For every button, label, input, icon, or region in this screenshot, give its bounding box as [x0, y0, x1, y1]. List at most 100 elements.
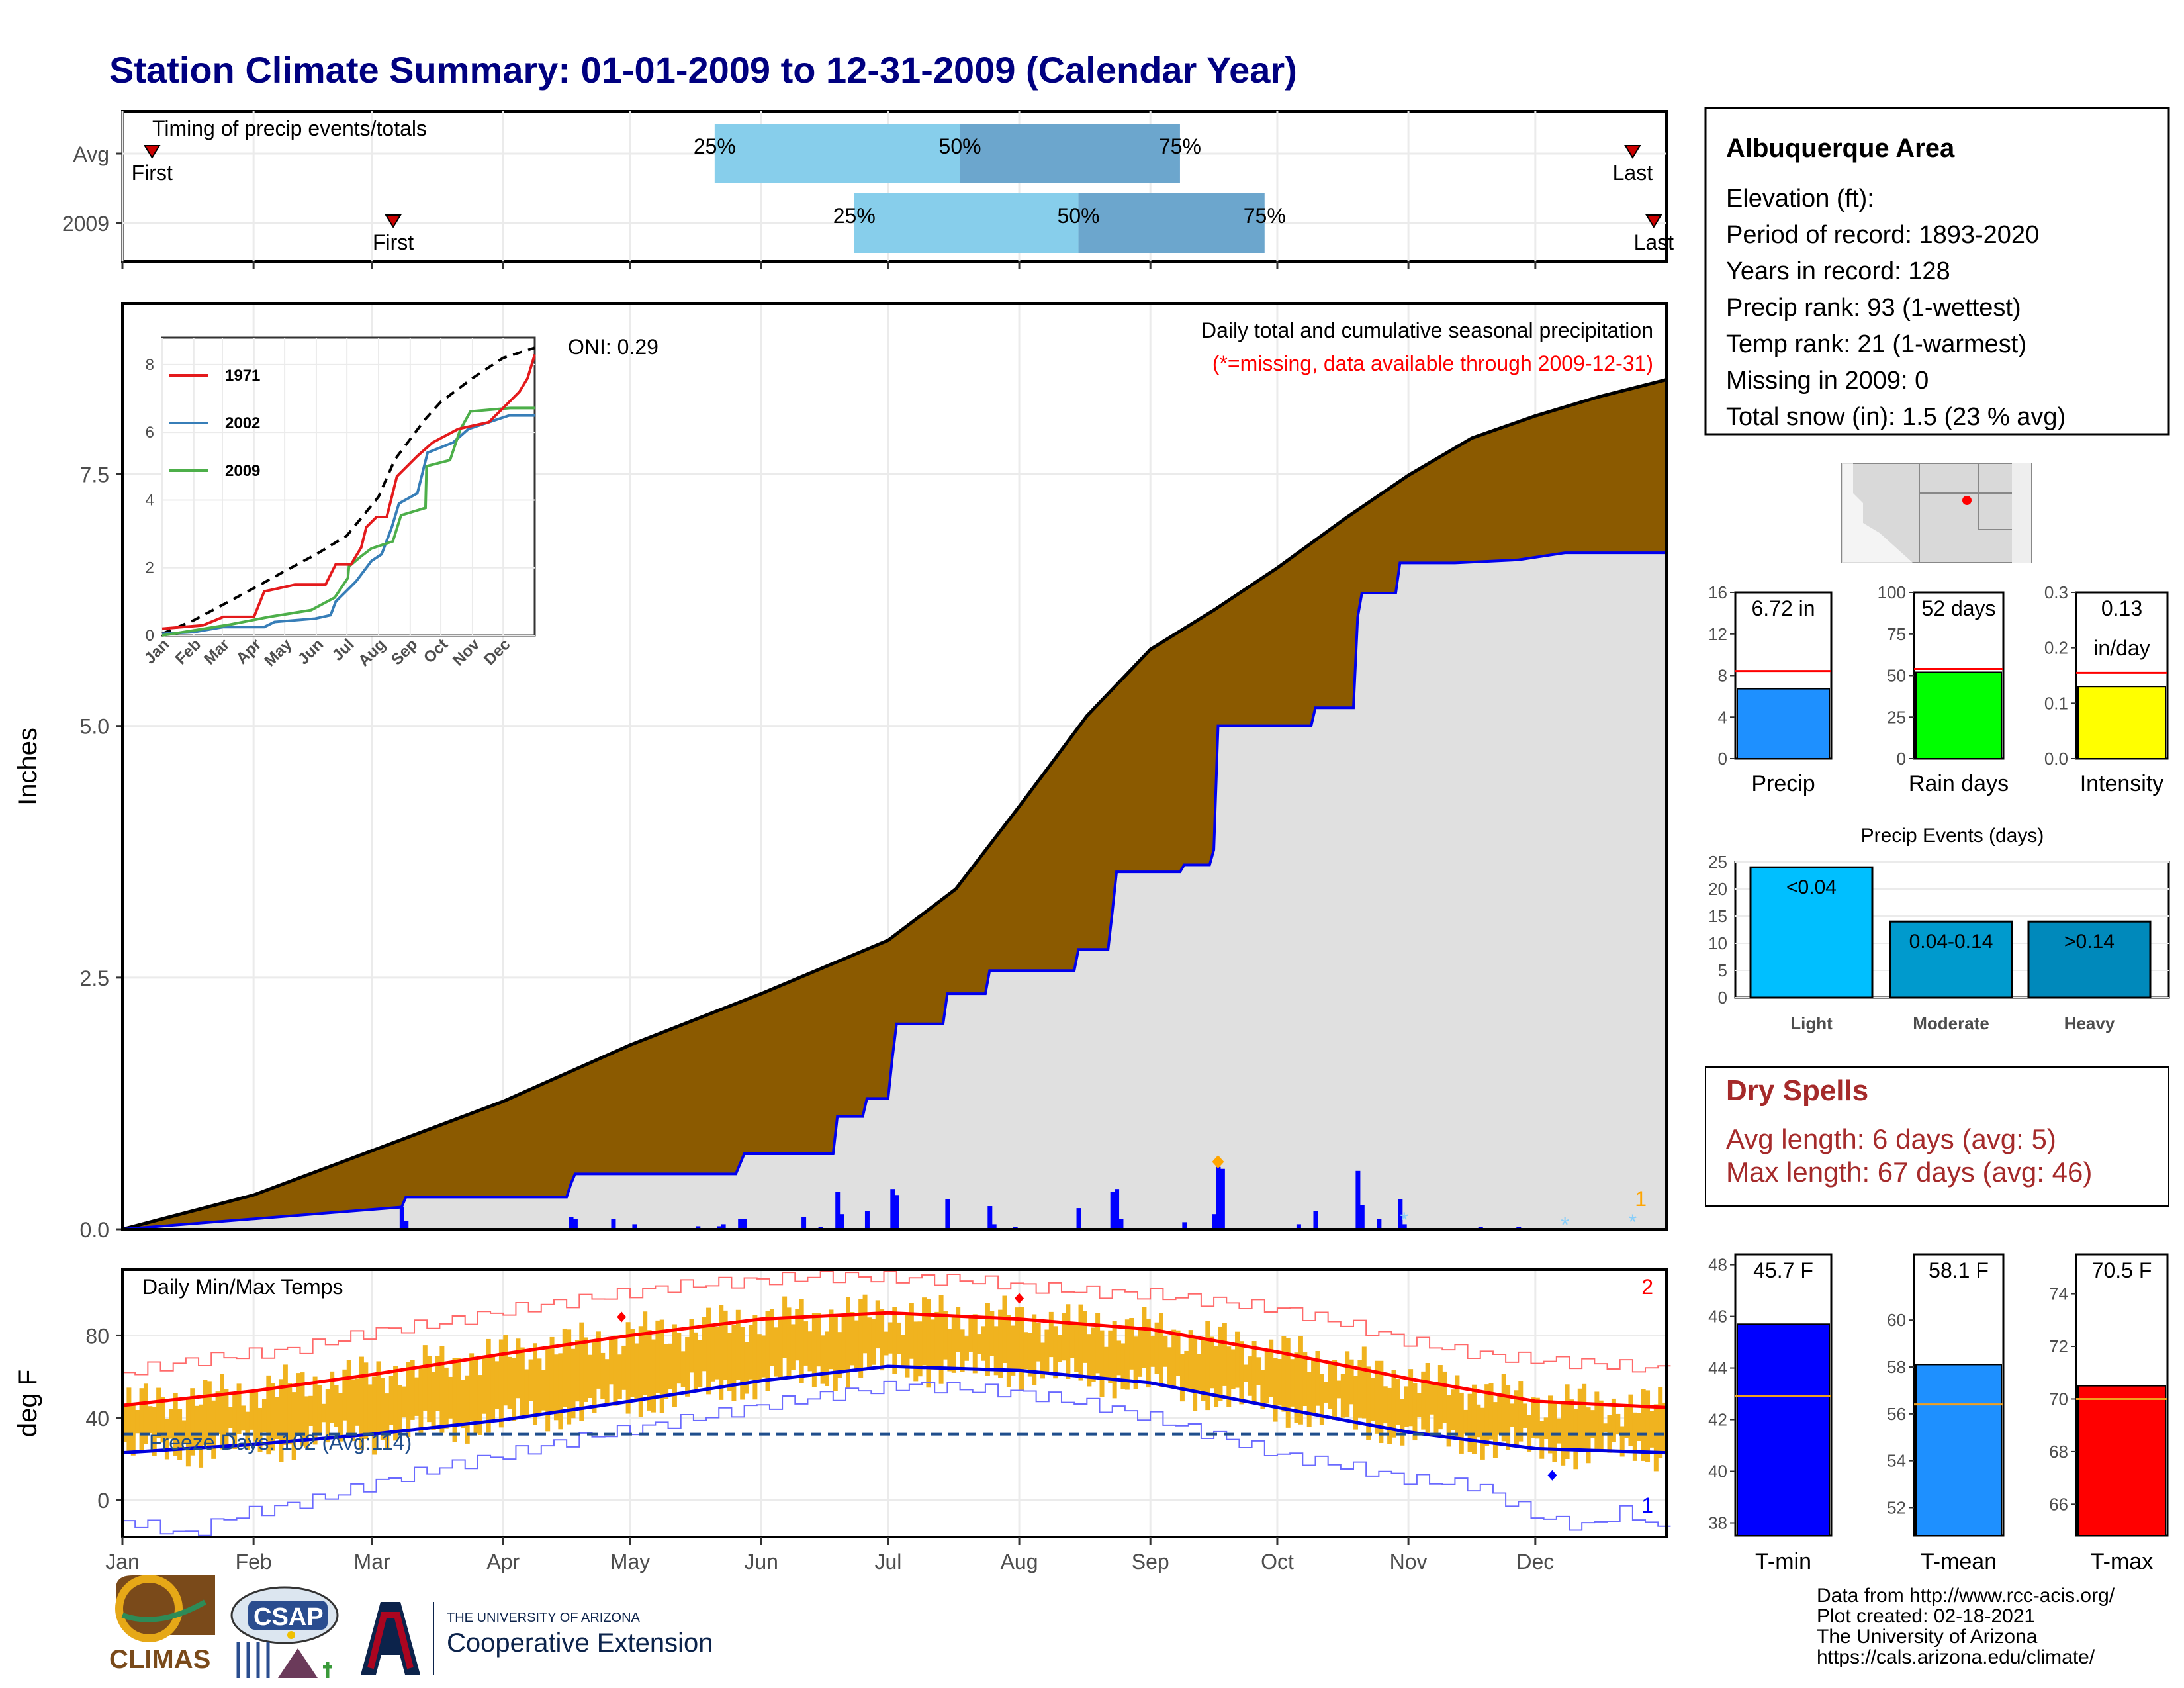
daily-precip-bar [1220, 1168, 1225, 1229]
summary-y-tick: 4 [1718, 707, 1727, 727]
daily-temp-bar [617, 1354, 622, 1399]
daily-temp-bar [638, 1326, 643, 1417]
daily-precip-bar [742, 1219, 747, 1229]
daily-temp-bar [588, 1354, 593, 1399]
daily-temp-bar [1387, 1387, 1392, 1444]
daily-temp-bar [1205, 1321, 1210, 1411]
daily-temp-bar [1154, 1322, 1160, 1374]
daily-temp-bar [778, 1317, 783, 1380]
daily-temp-bar [524, 1369, 529, 1417]
daily-temp-bar [858, 1299, 864, 1378]
daily-temp-bar [308, 1395, 314, 1426]
daily-precip-bar [1402, 1224, 1407, 1229]
timing-panel: Avg 25% 50% 75% First Last 2009 25% 50% 75% First L… [62, 110, 1674, 269]
daily-temp-bar [1451, 1389, 1456, 1430]
station-info-line: Missing in 2009: 0 [1726, 367, 1929, 395]
daily-temp-bar [240, 1405, 246, 1431]
daily-temp-bar [1430, 1383, 1435, 1415]
daily-temp-bar [1506, 1385, 1511, 1450]
daily-temp-bar [1273, 1358, 1278, 1422]
daily-precip-bar [839, 1214, 844, 1229]
daily-temp-bar [803, 1321, 809, 1366]
daily-temp-bar [287, 1383, 293, 1445]
daily-temp-bar [1251, 1341, 1257, 1403]
temp-bar-value: 45.7 F [1753, 1258, 1813, 1282]
daily-temp-bar [1188, 1330, 1193, 1389]
summary-bar-2 [2077, 686, 2166, 759]
daily-temp-bar [1138, 1328, 1143, 1377]
daily-precip-bar [801, 1217, 807, 1229]
daily-temp-bar [545, 1348, 551, 1432]
daily-temp-bar [1040, 1342, 1046, 1379]
temp-bar-label: T-max [2091, 1549, 2153, 1574]
daily-temp-bar [190, 1388, 195, 1456]
daily-temp-bar [562, 1328, 567, 1407]
footer-line: Plot created: 02-18-2021 [1817, 1605, 2035, 1627]
daily-temp-bar [406, 1362, 411, 1438]
avg-cumulative-line [122, 378, 1667, 1231]
daily-temp-bar [1484, 1384, 1490, 1446]
daily-temp-bar [215, 1391, 220, 1434]
daily-temp-bar [1116, 1340, 1122, 1376]
daily-temp-bar [397, 1385, 402, 1435]
daily-temp-bar [917, 1321, 923, 1377]
daily-precip-bar [632, 1224, 637, 1229]
inset-y-tick: 0 [146, 627, 154, 645]
daily-precip-bar [1118, 1219, 1124, 1229]
daily-temp-bar [363, 1362, 369, 1439]
daily-temp-bar [300, 1372, 305, 1446]
observed-cumulative-area [122, 553, 1666, 1229]
temp-bar-value: 70.5 F [2092, 1258, 2152, 1282]
daily-temp-bar [752, 1315, 758, 1400]
daily-temp-bar [199, 1404, 204, 1468]
daily-temp-bar [1158, 1313, 1163, 1387]
daily-temp-bar [1510, 1403, 1515, 1427]
daily-temp-bar [181, 1420, 187, 1444]
first-marker-label: First [373, 230, 414, 254]
snow-marker: * [1561, 1213, 1569, 1237]
cooperative-extension: Cooperative Extension [447, 1628, 713, 1658]
daily-temp-bar [1120, 1343, 1126, 1389]
daily-temp-bar [1416, 1393, 1422, 1417]
precip-subtitle: (*=missing, data available through 2009-… [1212, 352, 1653, 375]
daily-temp-bar [456, 1358, 461, 1426]
daily-temp-bar [875, 1300, 880, 1349]
first-marker-label: First [132, 161, 173, 185]
daily-temp-bar [1129, 1318, 1134, 1370]
y-tick-label: 40 [85, 1407, 109, 1430]
daily-precip-bar [1115, 1189, 1120, 1229]
daily-temp-bar [385, 1393, 390, 1449]
daily-temp-bar [253, 1389, 259, 1442]
temp-bar-value: 58.1 F [1929, 1258, 1989, 1282]
daily-temp-bar [346, 1360, 351, 1438]
daily-temp-bar [1476, 1404, 1481, 1438]
month-label: May [610, 1550, 650, 1573]
station-info-line: Total snow (in): 1.5 (23 % avg) [1726, 403, 2066, 431]
events-category: Light [1790, 1013, 1833, 1033]
temp-bar-label: T-mean [1921, 1549, 1997, 1574]
daily-temp-bar [1543, 1417, 1549, 1440]
temp-y-tick: 40 [1708, 1462, 1727, 1481]
temp-title: Daily Min/Max Temps [142, 1275, 343, 1299]
daily-temp-bar [1235, 1331, 1240, 1388]
events-y-tick: 0 [1718, 988, 1727, 1008]
daily-temp-bar [122, 1405, 127, 1442]
daily-temp-bar [1044, 1329, 1050, 1373]
daily-temp-bar [850, 1312, 855, 1366]
daily-temp-bar [469, 1353, 475, 1421]
daily-precip-bar [721, 1224, 726, 1229]
daily-temp-bar [1095, 1313, 1101, 1374]
daily-temp-bar [727, 1333, 733, 1391]
temp-count-red: 2 [1641, 1275, 1653, 1299]
daily-temp-bar [934, 1311, 940, 1370]
summary-bar-1 [1915, 671, 2002, 759]
daily-temp-bar [126, 1387, 132, 1452]
daily-temp-bar [596, 1331, 601, 1389]
summary-label: Intensity [2080, 771, 2164, 796]
events-y-tick: 10 [1708, 933, 1727, 953]
daily-temp-bar [1379, 1360, 1384, 1444]
month-label: Jun [744, 1550, 778, 1573]
daily-temp-bar [968, 1315, 974, 1352]
daily-temp-bar [1628, 1394, 1633, 1446]
daily-temp-bar [825, 1331, 830, 1387]
